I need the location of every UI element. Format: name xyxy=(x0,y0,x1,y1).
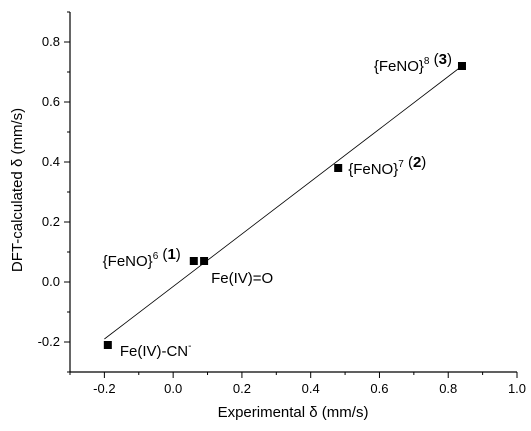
x-ticks: -0.2 0.0 0.2 0.4 0.6 0.8 1.0 xyxy=(69,372,526,396)
x-tick-label: 0.2 xyxy=(233,381,251,396)
data-point xyxy=(200,257,209,265)
data-point xyxy=(189,257,198,265)
annotation-label: Fe(IV)-CN- xyxy=(120,341,192,360)
annotation-label: {FeNO}6 (1) xyxy=(103,246,181,270)
x-tick-label: 0.4 xyxy=(302,381,320,396)
y-tick-label: 0.6 xyxy=(42,94,60,109)
annotation-label: Fe(IV)=O xyxy=(211,270,273,287)
fit-line xyxy=(104,65,463,340)
y-ticks: -0.2 0.0 0.2 0.4 0.6 0.8 xyxy=(38,11,70,373)
y-axis-title: DFT-calculated δ (mm/s) xyxy=(9,108,26,272)
x-tick-label: 0.8 xyxy=(439,381,457,396)
y-tick-label: 0.2 xyxy=(42,214,60,229)
x-axis-title: Experimental δ (mm/s) xyxy=(218,404,369,421)
y-tick-label: -0.2 xyxy=(38,334,60,349)
annotation-label: {FeNO}7 (2) xyxy=(348,154,426,178)
y-tick-label: 0.8 xyxy=(42,34,60,49)
data-point xyxy=(103,341,112,349)
data-point xyxy=(457,62,466,70)
x-tick-label: 1.0 xyxy=(508,381,526,396)
y-tick-label: 0.0 xyxy=(42,274,60,289)
x-tick-label: -0.2 xyxy=(93,381,115,396)
y-tick-label: 0.4 xyxy=(42,154,60,169)
data-point xyxy=(334,164,343,172)
annotations: {FeNO}8 (3) {FeNO}7 (2) {FeNO}6 (1) Fe(IV)=… xyxy=(103,51,452,360)
data-points xyxy=(103,62,466,349)
annotation-label: {FeNO}8 (3) xyxy=(374,51,452,75)
x-tick-label: 0.0 xyxy=(164,381,182,396)
x-tick-label: 0.6 xyxy=(370,381,388,396)
